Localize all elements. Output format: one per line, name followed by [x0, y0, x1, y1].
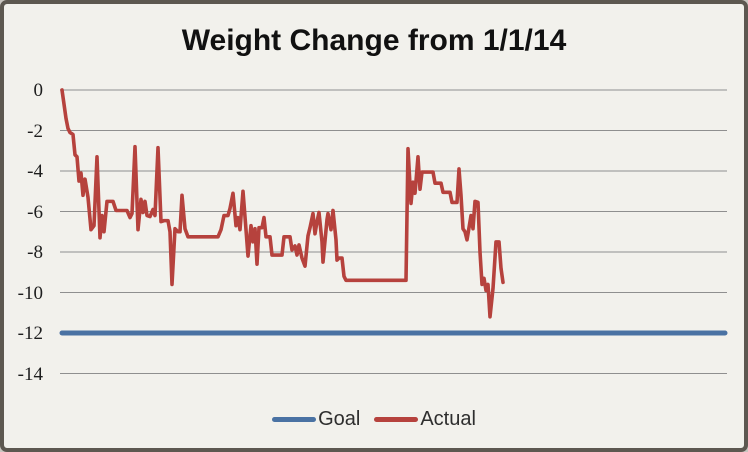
legend-item-actual: Actual	[374, 408, 476, 431]
y-tick-label: -10	[17, 282, 43, 304]
chart-title: Weight Change from 1/1/14	[181, 24, 567, 57]
goal-line-swatch-icon	[272, 417, 317, 422]
plot-area	[59, 88, 728, 374]
y-tick-label: -14	[17, 363, 43, 385]
actual-line-swatch-icon	[374, 417, 419, 422]
legend-label-goal: Goal	[318, 408, 361, 430]
y-tick-label: -12	[17, 323, 43, 344]
y-tick-label: -6	[27, 201, 43, 223]
y-tick-label: 0	[33, 80, 44, 101]
y-tick-label: -2	[27, 120, 43, 142]
legend-item-goal: Goal	[272, 408, 360, 431]
y-tick-label: -4	[27, 161, 43, 182]
actual-line	[60, 88, 505, 319]
y-tick-label: -8	[27, 242, 43, 263]
legend-label-actual: Actual	[420, 408, 476, 430]
legend: Goal Actual	[4, 408, 744, 431]
